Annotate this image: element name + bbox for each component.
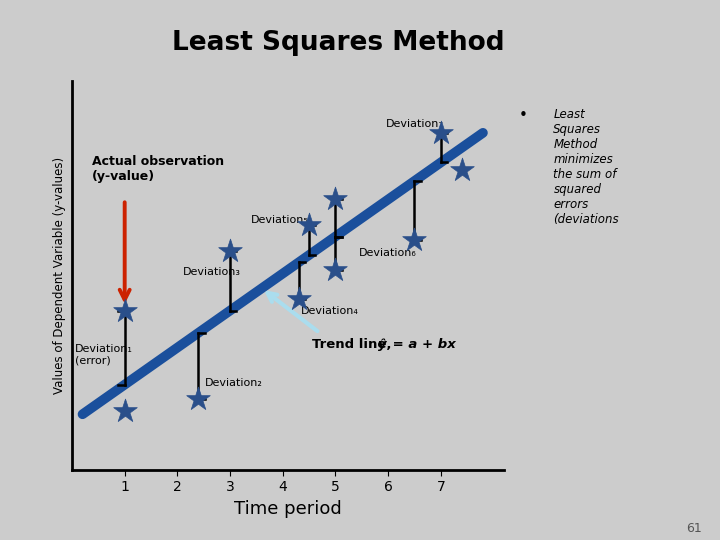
Point [293,295,305,304]
Text: Trend line,: Trend line, [312,339,396,352]
Text: Deviation₆: Deviation₆ [359,248,417,258]
Y-axis label: Values of Dependent Variable (y-values): Values of Dependent Variable (y-values) [53,157,66,394]
Text: Deviation₁
(error): Deviation₁ (error) [75,344,132,366]
Text: •: • [518,108,527,123]
Point [435,129,446,137]
Point [119,406,130,415]
Point [193,395,204,404]
Point [409,236,420,245]
X-axis label: Time period: Time period [234,500,342,518]
Text: Deviation₂: Deviation₂ [204,378,263,388]
Text: Deviation₅: Deviation₅ [251,215,309,225]
Point [225,247,236,255]
Point [119,306,130,315]
Text: Deviation₃: Deviation₃ [183,267,240,276]
Text: Deviation₇: Deviation₇ [385,119,444,129]
Text: = a + bx: = a + bx [387,339,455,352]
Text: ŷ: ŷ [378,339,387,352]
Text: Least
Squares
Method
minimizes
the sum of
squared
errors
(deviations: Least Squares Method minimizes the sum o… [554,108,619,226]
Text: Least Squares Method: Least Squares Method [172,30,505,56]
Point [456,166,467,174]
Text: 61: 61 [686,522,702,535]
Text: Deviation₄: Deviation₄ [301,306,359,315]
Point [330,266,341,274]
Point [330,195,341,204]
Point [303,221,315,230]
Text: Actual observation
(y-value): Actual observation (y-value) [92,155,224,183]
